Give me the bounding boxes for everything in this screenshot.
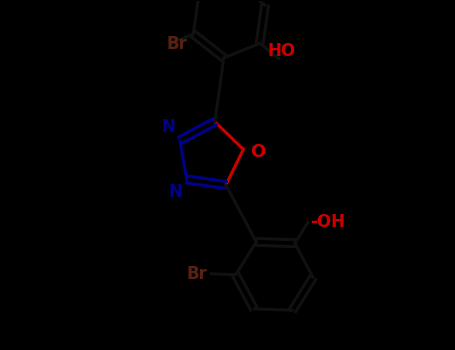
Text: Br: Br (167, 35, 187, 53)
Text: N: N (169, 183, 183, 201)
Text: O: O (250, 143, 265, 161)
Text: -OH: -OH (310, 213, 345, 231)
Text: Br: Br (186, 265, 207, 283)
Text: HO: HO (267, 42, 295, 60)
Text: N: N (162, 118, 176, 136)
